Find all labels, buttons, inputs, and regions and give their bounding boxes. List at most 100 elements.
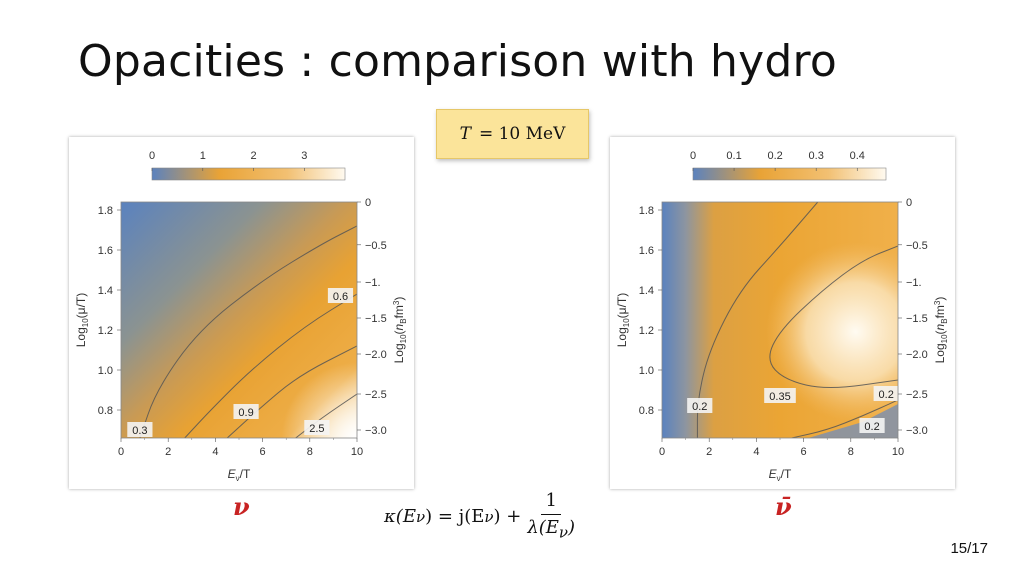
contour-line-0.3: [139, 225, 357, 438]
y-axis-label: Log10(μ/T): [74, 293, 90, 348]
formula-sub-1: ν: [415, 507, 426, 526]
colorbar-tick-label: 2: [251, 150, 257, 162]
colorbar: [692, 167, 887, 181]
heatmap-field: [121, 202, 357, 438]
colorbar-tick-label: 0: [149, 150, 155, 162]
y-tick-label: 1.4: [639, 285, 654, 297]
y-right-tick-label: 0: [365, 197, 371, 209]
x-axis-label: Eν/T: [769, 467, 792, 483]
colorbar-tick-label: 0.4: [850, 150, 865, 162]
contour-line-0.2: [696, 202, 819, 438]
page-number: 15/17: [950, 540, 988, 557]
colorbar-tick-label: 0: [690, 150, 696, 162]
slide-title: Opacities : comparison with hydro: [78, 36, 837, 87]
x-tick-label: 2: [165, 446, 171, 458]
neutrino-symbol: ν: [233, 492, 250, 521]
x-tick-label: 6: [260, 446, 266, 458]
y-right-tick-label: −2.0: [365, 349, 387, 361]
y-tick-label: 1.0: [98, 365, 113, 377]
contour-label: 2.5: [309, 423, 324, 435]
colorbar: [151, 167, 346, 181]
contour-label-bg: [859, 418, 885, 433]
y-tick-label: 1.8: [639, 205, 654, 217]
nu-heatmap-panel: 0 1 2 3 0.3 0.6 0.9 2.5 0 2 4 6 8 10 0.8 1.0 1.2 1.4 1.6 1.…: [69, 137, 414, 489]
x-tick-label: 0: [659, 446, 665, 458]
contour-line-0.6: [184, 293, 357, 438]
x-tick-label: 10: [892, 446, 904, 458]
formula-sub-2: ν: [484, 507, 494, 526]
contour-label: 0.35: [769, 391, 790, 403]
nubar-heatmap-panel: 0 0.1 0.2 0.3 0.4 0.2 0.35 0.2 0.2 0 2 4 6 8 10 0.8 1.0 1…: [610, 137, 955, 489]
formula-mid: ) = j(E: [425, 506, 485, 528]
y-tick-label: 1.0: [639, 365, 654, 377]
y-tick-label: 1.2: [639, 325, 654, 337]
temperature-value: = 10 MeV: [478, 124, 566, 144]
y-right-tick-label: −1.5: [365, 313, 387, 325]
colorbar-tick-label: 3: [301, 150, 307, 162]
contour-label: 0.6: [333, 291, 348, 303]
contour-label: 0.2: [692, 401, 707, 413]
y-right-tick-label: −3.0: [365, 425, 387, 437]
contour-label: 0.2: [879, 389, 894, 401]
temperature-box: T = 10 MeV: [436, 109, 589, 159]
y-right-tick-label: 0: [906, 197, 912, 209]
y-right-axis-label: Log10(nBfm3): [392, 297, 408, 364]
antineutrino-symbol: ν̄: [775, 492, 792, 521]
y-right-tick-label: −0.5: [365, 240, 387, 252]
nu-heatmap-svg: 0 1 2 3 0.3 0.6 0.9 2.5 0 2 4 6 8 10 0.8 1.0 1.2 1.4 1.6 1.…: [74, 150, 408, 483]
x-tick-label: 4: [753, 446, 759, 458]
y-axis-label: Log10(μ/T): [615, 293, 631, 348]
x-tick-label: 8: [307, 446, 313, 458]
x-tick-label: 0: [118, 446, 124, 458]
y-right-tick-label: −2.0: [906, 349, 928, 361]
y-tick-label: 1.2: [98, 325, 113, 337]
colorbar-tick-label: 0.1: [726, 150, 741, 162]
colorbar-tick-label: 1: [200, 150, 206, 162]
formula-plus: ) +: [493, 506, 522, 528]
contour-label: 0.3: [132, 425, 147, 437]
y-tick-label: 1.6: [98, 245, 113, 257]
y-right-tick-label: −1.: [906, 277, 922, 289]
contour-label-bg: [687, 398, 713, 413]
contour-label-bg: [764, 388, 796, 403]
contour-label-bg: [304, 420, 330, 435]
contour-label-bg: [873, 386, 899, 401]
y-tick-label: 1.8: [98, 205, 113, 217]
x-tick-label: 8: [848, 446, 854, 458]
contour-line-0.9: [226, 345, 357, 438]
nubar-heatmap-svg: 0 0.1 0.2 0.3 0.4 0.2 0.35 0.2 0.2 0 2 4 6 8 10 0.8 1.0 1…: [615, 150, 949, 483]
y-tick-label: 0.8: [639, 405, 654, 417]
formula-lhs: κ(E: [384, 506, 416, 528]
x-tick-label: 10: [351, 446, 363, 458]
y-tick-label: 1.6: [639, 245, 654, 257]
x-tick-label: 6: [801, 446, 807, 458]
heatmap-field: [662, 202, 898, 438]
contour-label: 0.2: [864, 421, 879, 433]
x-tick-label: 2: [706, 446, 712, 458]
contour-label-bg: [327, 288, 354, 303]
formula-numerator: 1: [541, 488, 561, 515]
colorbar-tick-label: 0.3: [809, 150, 824, 162]
opacity-formula: κ(E ν ) = j(E ν ) + 1 λ(Eν): [384, 488, 575, 546]
colorbar-tick-label: 0.2: [767, 150, 782, 162]
y-tick-label: 0.8: [98, 405, 113, 417]
x-tick-label: 4: [212, 446, 218, 458]
y-right-tick-label: −2.5: [906, 389, 928, 401]
contour-label-bg: [127, 422, 153, 437]
contour-line-0.2: [791, 399, 898, 438]
y-right-tick-label: −0.5: [906, 240, 928, 252]
temperature-variable: T: [459, 124, 471, 144]
y-tick-label: 1.4: [98, 285, 113, 297]
y-right-tick-label: −1.5: [906, 313, 928, 325]
y-right-tick-label: −1.: [365, 277, 381, 289]
heatmap-highlight: [121, 202, 357, 438]
contour-label: 0.9: [238, 407, 253, 419]
y-right-axis-label: Log10(nBfm3): [933, 297, 949, 364]
contour-label-bg: [233, 404, 259, 419]
y-right-tick-label: −2.5: [365, 389, 387, 401]
formula-fraction: 1 λ(Eν): [527, 488, 575, 546]
x-axis-label: Eν/T: [228, 467, 251, 483]
contour-line-0.35: [769, 245, 898, 388]
formula-denominator: λ(Eν): [527, 517, 576, 542]
y-right-tick-label: −3.0: [906, 425, 928, 437]
